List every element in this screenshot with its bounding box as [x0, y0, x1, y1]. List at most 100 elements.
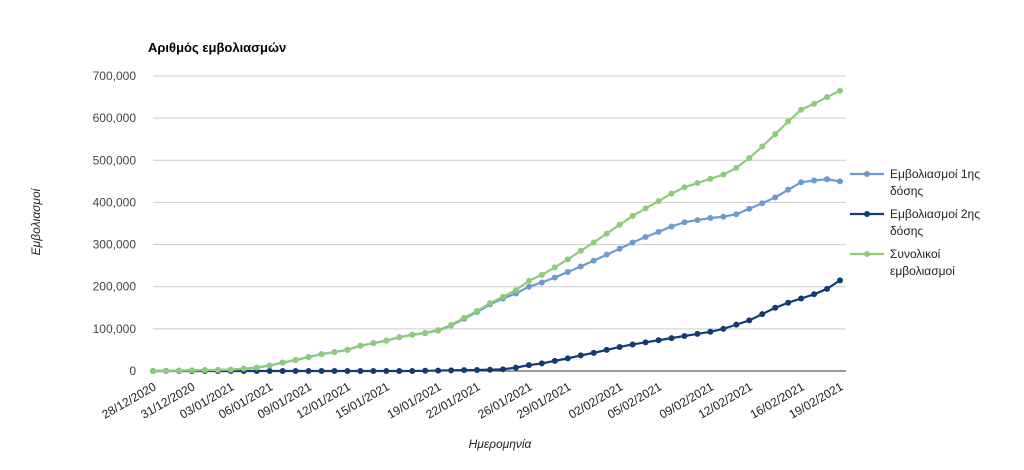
data-point[interactable] — [227, 366, 234, 373]
data-point[interactable] — [525, 277, 532, 284]
data-point[interactable] — [811, 100, 818, 107]
data-point[interactable] — [759, 143, 766, 150]
data-point[interactable] — [318, 351, 325, 358]
data-point[interactable] — [759, 200, 766, 207]
data-point[interactable] — [435, 327, 442, 334]
data-point[interactable] — [551, 357, 558, 364]
data-point[interactable] — [551, 274, 558, 281]
data-point[interactable] — [590, 239, 597, 246]
data-point[interactable] — [629, 341, 636, 348]
data-point[interactable] — [720, 325, 727, 332]
data-point[interactable] — [798, 179, 805, 186]
data-point[interactable] — [422, 367, 429, 374]
data-point[interactable] — [811, 177, 818, 184]
data-point[interactable] — [318, 368, 325, 374]
data-point[interactable] — [655, 228, 662, 235]
data-point[interactable] — [772, 304, 779, 311]
data-point[interactable] — [733, 321, 740, 328]
data-point[interactable] — [499, 366, 506, 373]
data-point[interactable] — [409, 331, 416, 338]
data-point[interactable] — [733, 211, 740, 218]
data-point[interactable] — [357, 368, 364, 374]
data-point[interactable] — [487, 366, 494, 373]
data-point[interactable] — [150, 368, 156, 374]
data-point[interactable] — [370, 368, 377, 374]
data-point[interactable] — [837, 87, 843, 94]
data-point[interactable] — [642, 339, 649, 346]
data-point[interactable] — [357, 342, 364, 349]
data-point[interactable] — [694, 180, 701, 187]
data-point[interactable] — [292, 357, 299, 364]
data-point[interactable] — [188, 367, 195, 374]
legend-item-1[interactable]: Εμβολιασμοί 1ης δόσης — [850, 167, 980, 198]
data-point[interactable] — [435, 367, 442, 374]
data-point[interactable] — [448, 321, 455, 328]
data-point[interactable] — [642, 233, 649, 240]
data-point[interactable] — [577, 247, 584, 254]
data-point[interactable] — [681, 219, 688, 226]
data-point[interactable] — [344, 346, 351, 353]
data-point[interactable] — [746, 317, 753, 324]
data-point[interactable] — [474, 307, 481, 314]
data-point[interactable] — [525, 283, 532, 290]
data-point[interactable] — [279, 368, 286, 374]
data-point[interactable] — [201, 367, 208, 374]
data-point[interactable] — [409, 368, 416, 374]
data-point[interactable] — [837, 178, 843, 185]
data-point[interactable] — [279, 359, 286, 366]
data-point[interactable] — [603, 230, 610, 237]
data-point[interactable] — [590, 349, 597, 356]
data-point[interactable] — [798, 295, 805, 302]
data-point[interactable] — [564, 256, 571, 263]
data-point[interactable] — [811, 291, 818, 298]
data-point[interactable] — [512, 364, 519, 371]
data-point[interactable] — [603, 251, 610, 258]
data-point[interactable] — [616, 343, 623, 350]
data-point[interactable] — [629, 239, 636, 246]
data-point[interactable] — [746, 155, 753, 162]
data-point[interactable] — [266, 368, 273, 374]
data-point[interactable] — [707, 215, 714, 222]
data-point[interactable] — [564, 268, 571, 275]
data-point[interactable] — [785, 118, 792, 125]
data-point[interactable] — [564, 355, 571, 362]
data-point[interactable] — [331, 368, 338, 374]
data-point[interactable] — [383, 337, 390, 344]
data-point[interactable] — [253, 364, 260, 371]
data-point[interactable] — [629, 212, 636, 219]
data-point[interactable] — [707, 328, 714, 335]
data-point[interactable] — [422, 329, 429, 336]
data-point[interactable] — [655, 337, 662, 344]
data-point[interactable] — [162, 368, 169, 374]
legend-item-3[interactable]: Συνολικοί εμβολιασμοί — [850, 247, 955, 278]
data-point[interactable] — [798, 106, 805, 113]
data-point[interactable] — [616, 245, 623, 252]
data-point[interactable] — [525, 362, 532, 369]
data-point[interactable] — [603, 346, 610, 353]
data-point[interactable] — [474, 366, 481, 373]
data-point[interactable] — [396, 368, 403, 374]
data-point[interactable] — [720, 171, 727, 178]
data-point[interactable] — [824, 94, 831, 101]
data-point[interactable] — [642, 205, 649, 212]
data-point[interactable] — [305, 354, 312, 361]
data-point[interactable] — [577, 352, 584, 359]
data-point[interactable] — [499, 293, 506, 300]
data-point[interactable] — [681, 333, 688, 340]
data-point[interactable] — [551, 264, 558, 271]
data-point[interactable] — [240, 365, 247, 372]
data-point[interactable] — [383, 368, 390, 374]
data-point[interactable] — [772, 131, 779, 138]
data-point[interactable] — [292, 368, 299, 374]
data-point[interactable] — [331, 349, 338, 356]
data-point[interactable] — [370, 340, 377, 347]
data-point[interactable] — [538, 360, 545, 367]
data-point[interactable] — [616, 221, 623, 228]
data-point[interactable] — [785, 299, 792, 306]
legend[interactable]: Εμβολιασμοί 1ης δόσης Εμβολιασμοί 2ης δόσης… — [850, 167, 980, 278]
data-point[interactable] — [668, 190, 675, 197]
data-point[interactable] — [214, 366, 221, 373]
data-point[interactable] — [461, 367, 468, 374]
data-point[interactable] — [487, 300, 494, 307]
data-point[interactable] — [448, 367, 455, 374]
